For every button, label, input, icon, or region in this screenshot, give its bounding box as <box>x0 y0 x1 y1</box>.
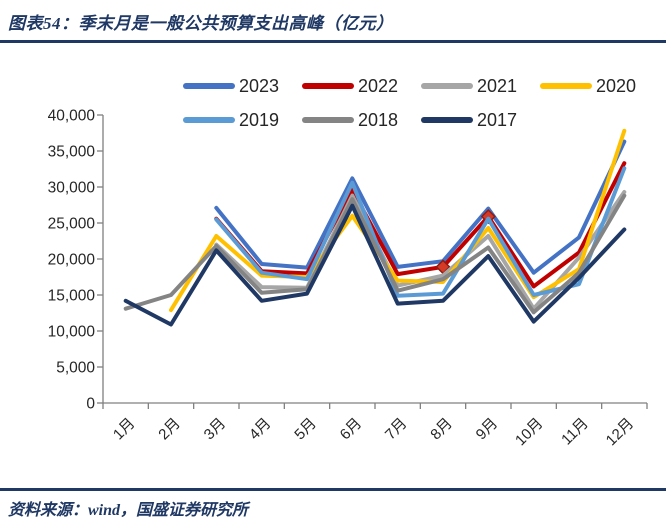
legend-label: 2018 <box>358 110 399 130</box>
y-tick-label-35000: 35,000 <box>48 144 96 161</box>
line-chart: 0 5,000 10,000 15,000 20,000 25,000 30,000 35,0… <box>48 108 648 449</box>
legend-item-2017: 2017 <box>421 109 540 131</box>
x-tick-label-3月: 3月 <box>201 415 230 444</box>
x-tick-label-11月: 11月 <box>558 415 592 449</box>
y-tick-label-40000: 40,000 <box>48 108 96 125</box>
x-tick-label-4月: 4月 <box>246 415 275 444</box>
figure-title: 图表54：季末月是一般公共预算支出高峰（亿元） <box>8 14 394 33</box>
y-tick-label-5000: 5,000 <box>56 360 95 377</box>
series-line-2017 <box>123 203 627 327</box>
legend-label: 2020 <box>596 76 637 96</box>
legend-item-2018: 2018 <box>302 109 421 131</box>
legend-line-swatch <box>421 117 473 123</box>
legend-line-swatch <box>183 117 235 123</box>
legend-item-2022: 2022 <box>302 75 421 97</box>
y-tick-label-0: 0 <box>86 396 95 413</box>
chart-legend: 2023 2022 2021 2020 2019 2018 2017 <box>183 75 659 131</box>
x-tick-label-6月: 6月 <box>337 415 366 444</box>
x-tick-label-7月: 7月 <box>382 415 411 444</box>
x-tick-label-5月: 5月 <box>291 415 320 444</box>
legend-line-swatch <box>302 83 354 89</box>
source-divider <box>0 488 666 491</box>
legend-item-2019: 2019 <box>183 109 302 131</box>
y-tick-label-10000: 10,000 <box>48 324 96 341</box>
legend-label: 2021 <box>477 76 518 96</box>
series-line-2019 <box>214 166 627 298</box>
y-tick-label-25000: 25,000 <box>48 216 96 233</box>
series-line-2020 <box>169 128 627 313</box>
series-line-2018 <box>123 193 627 315</box>
y-tick-label-30000: 30,000 <box>48 180 96 197</box>
x-tick-label-8月: 8月 <box>427 415 456 444</box>
x-tick-label-10月: 10月 <box>512 415 546 449</box>
legend-line-swatch <box>302 117 354 123</box>
series-line-2022 <box>214 161 627 289</box>
legend-label: 2017 <box>477 110 518 130</box>
legend-line-swatch <box>183 83 235 89</box>
title-divider <box>0 40 666 43</box>
legend-item-2020: 2020 <box>540 75 659 97</box>
legend-label: 2019 <box>239 110 280 130</box>
y-tick-label-20000: 20,000 <box>48 252 96 269</box>
legend-item-2023: 2023 <box>183 75 302 97</box>
legend-label: 2023 <box>239 76 280 96</box>
x-tick-label-2月: 2月 <box>155 415 184 444</box>
x-tick-label-12月: 12月 <box>603 415 637 449</box>
series-marker-2022-9月 <box>480 208 496 225</box>
legend-label: 2022 <box>358 76 399 96</box>
legend-line-swatch <box>421 83 473 89</box>
figure-source: 资料来源：wind，国盛证券研究所 <box>8 502 249 519</box>
x-tick-label-1月: 1月 <box>110 415 139 444</box>
y-tick-label-15000: 15,000 <box>48 288 96 305</box>
series-line-2023 <box>214 139 627 275</box>
legend-item-2021: 2021 <box>421 75 540 97</box>
legend-line-swatch <box>540 83 592 89</box>
x-tick-label-9月: 9月 <box>473 415 502 444</box>
